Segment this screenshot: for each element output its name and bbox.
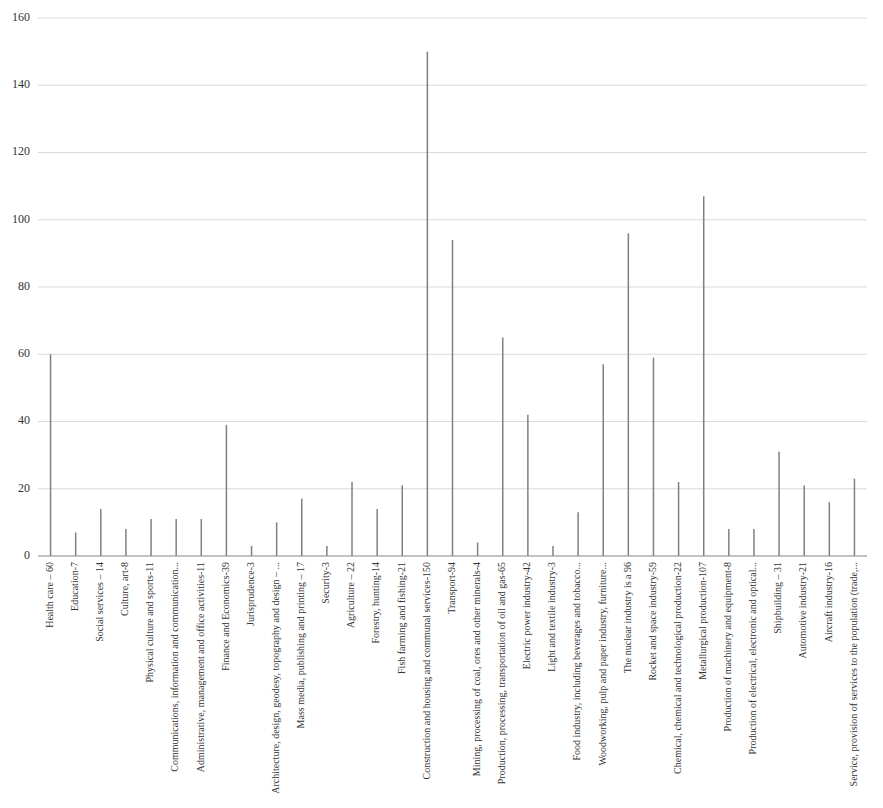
x-tick-label: Agriculture – 22	[345, 562, 356, 628]
x-tick-label: Culture, art-8	[119, 562, 130, 616]
x-tick-label: Construction and housing and communal se…	[421, 562, 432, 779]
stem	[502, 337, 504, 556]
stem	[150, 519, 152, 556]
x-tick-label: Mass media, publishing and printing – 17	[295, 562, 306, 728]
x-tick-label: Aircraft industry-16	[823, 562, 834, 642]
x-tick-label: Automotive industry-21	[797, 562, 808, 658]
grid-line	[38, 152, 867, 153]
grid-line	[38, 556, 867, 557]
stem	[602, 364, 604, 556]
y-tick-label: 80	[18, 279, 30, 293]
stem	[753, 529, 755, 556]
chart: 0 20 40 60 80 100 120 140 160 Health care – 60 Edu…	[0, 0, 883, 808]
stem	[703, 196, 705, 556]
x-tick-label: Health care – 60	[44, 562, 55, 628]
grid-line	[38, 18, 867, 19]
stem	[201, 519, 203, 556]
x-tick-label: Administrative, management and office ac…	[195, 562, 206, 772]
stem	[477, 543, 479, 556]
grid-line	[38, 219, 867, 220]
x-tick-label: Architecture, design, geodesy, topograph…	[270, 562, 281, 794]
y-tick-label: 40	[18, 413, 30, 427]
x-tick-label: Service, provision of services to the po…	[848, 562, 860, 786]
stem	[577, 512, 579, 556]
y-tick-label: 100	[12, 212, 30, 226]
stem	[854, 479, 856, 556]
grid-line	[38, 85, 867, 86]
stem	[50, 354, 52, 556]
stem	[175, 519, 177, 556]
stem	[427, 52, 429, 556]
stem	[251, 546, 253, 556]
stem	[829, 502, 831, 556]
x-tick-label: Rocket and space industry-59	[647, 562, 658, 681]
stem	[803, 485, 805, 556]
y-tick-label: 140	[12, 77, 30, 91]
stem	[100, 509, 102, 556]
y-tick-label: 160	[12, 10, 30, 24]
stem	[376, 509, 378, 556]
stem	[728, 529, 730, 556]
x-axis-line	[38, 556, 867, 557]
x-tick-label: Production of electrical, electronic and…	[747, 562, 758, 754]
x-tick-label: Woodworking, pulp and paper industry, fu…	[597, 562, 608, 766]
x-tick-label: Food industry, including beverages and t…	[571, 562, 582, 760]
x-tick-label: Fish farming and fishing-21	[396, 562, 407, 674]
y-tick-label: 0	[24, 548, 30, 562]
stem	[527, 415, 529, 556]
marks	[51, 52, 855, 556]
x-axis: Health care – 60 Education-7 Social servic…	[44, 562, 860, 794]
y-tick-label: 20	[18, 481, 30, 495]
stem	[75, 532, 77, 556]
stem	[326, 546, 328, 556]
x-tick-label: Metallurgical production-107	[697, 562, 708, 680]
x-tick-label: Transport-94	[446, 562, 457, 614]
x-tick-label: Shipbuilding – 31	[772, 562, 783, 634]
stem	[125, 529, 127, 556]
x-tick-label: Physical culture and sports-11	[144, 562, 155, 682]
stem	[402, 485, 404, 556]
stem	[552, 546, 554, 556]
stem	[226, 425, 228, 556]
stem	[276, 522, 278, 556]
stem	[653, 358, 655, 556]
x-tick-label: The nuclear industry is a 96	[622, 562, 633, 673]
y-tick-label: 120	[12, 144, 30, 158]
stem	[452, 240, 454, 556]
grid	[38, 18, 867, 556]
stem	[778, 452, 780, 556]
x-tick-label: Social services – 14	[94, 562, 105, 642]
x-tick-label: Forestry, hunting-14	[370, 562, 381, 644]
x-tick-label: Security-3	[320, 562, 331, 604]
x-tick-label: Jurisprudence-3	[245, 562, 256, 626]
x-tick-label: Light and textile industry-3	[546, 562, 557, 672]
y-axis: 0 20 40 60 80 100 120 140 160	[12, 10, 30, 562]
y-tick-label: 60	[18, 346, 30, 360]
x-tick-label: Finance and Economics-39	[220, 562, 231, 671]
x-tick-label: Chemical, chemical and technological pro…	[672, 562, 683, 774]
stem	[301, 499, 303, 556]
x-tick-label: Electric power industry-42	[521, 562, 532, 669]
x-tick-label: Communications, information and communic…	[169, 562, 180, 772]
stem	[351, 482, 353, 556]
stem	[628, 233, 630, 556]
x-tick-label: Production, processing, transportation o…	[496, 562, 507, 784]
x-tick-label: Mining, processing of coal, ores and oth…	[471, 562, 482, 776]
stem	[678, 482, 680, 556]
x-tick-label: Education-7	[69, 562, 80, 611]
x-tick-label: Production of machinery and equipment-8	[722, 562, 733, 731]
